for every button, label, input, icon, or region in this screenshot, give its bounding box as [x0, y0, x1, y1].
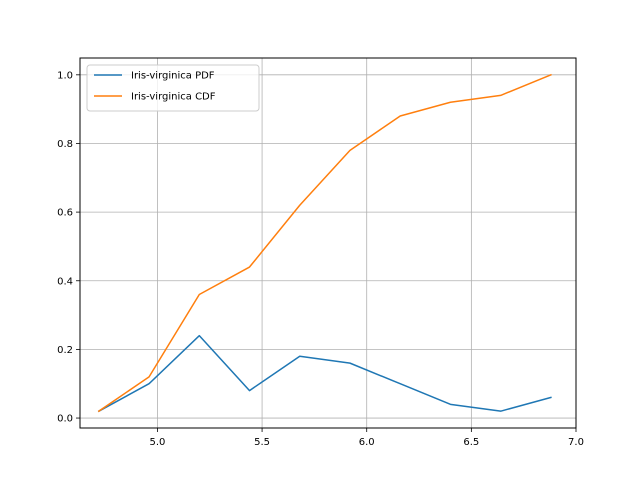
ticks: 5.0 5.5 6.0 6.5 7.0 0.0 0.2 0.4 0.6 0.8 1.0: [57, 70, 584, 448]
plot-frame: [79, 57, 577, 429]
x-tick-label: 6.5: [463, 437, 479, 448]
x-tick-label: 5.5: [254, 437, 270, 448]
grid: [80, 58, 577, 428]
series-line-cdf: [97, 73, 552, 413]
x-tick-label: 5.0: [149, 437, 165, 448]
y-tick-label: 0.8: [57, 139, 73, 150]
series-line-pdf: [97, 334, 552, 413]
series-layer: [97, 73, 552, 413]
x-tick-label: 6.0: [359, 437, 375, 448]
legend-label: Iris-virginica CDF: [131, 92, 216, 103]
y-tick-label: 0.6: [57, 208, 73, 219]
y-tick-label: 1.0: [57, 70, 73, 81]
legend: Iris-virginica PDF Iris-virginica CDF: [86, 64, 260, 112]
y-tick-label: 0.4: [57, 276, 73, 287]
y-tick-label: 0.2: [57, 345, 73, 356]
legend-box: [86, 64, 260, 112]
y-tick-label: 0.0: [57, 414, 73, 425]
legend-label: Iris-virginica PDF: [131, 71, 215, 82]
x-tick-label: 7.0: [568, 437, 584, 448]
